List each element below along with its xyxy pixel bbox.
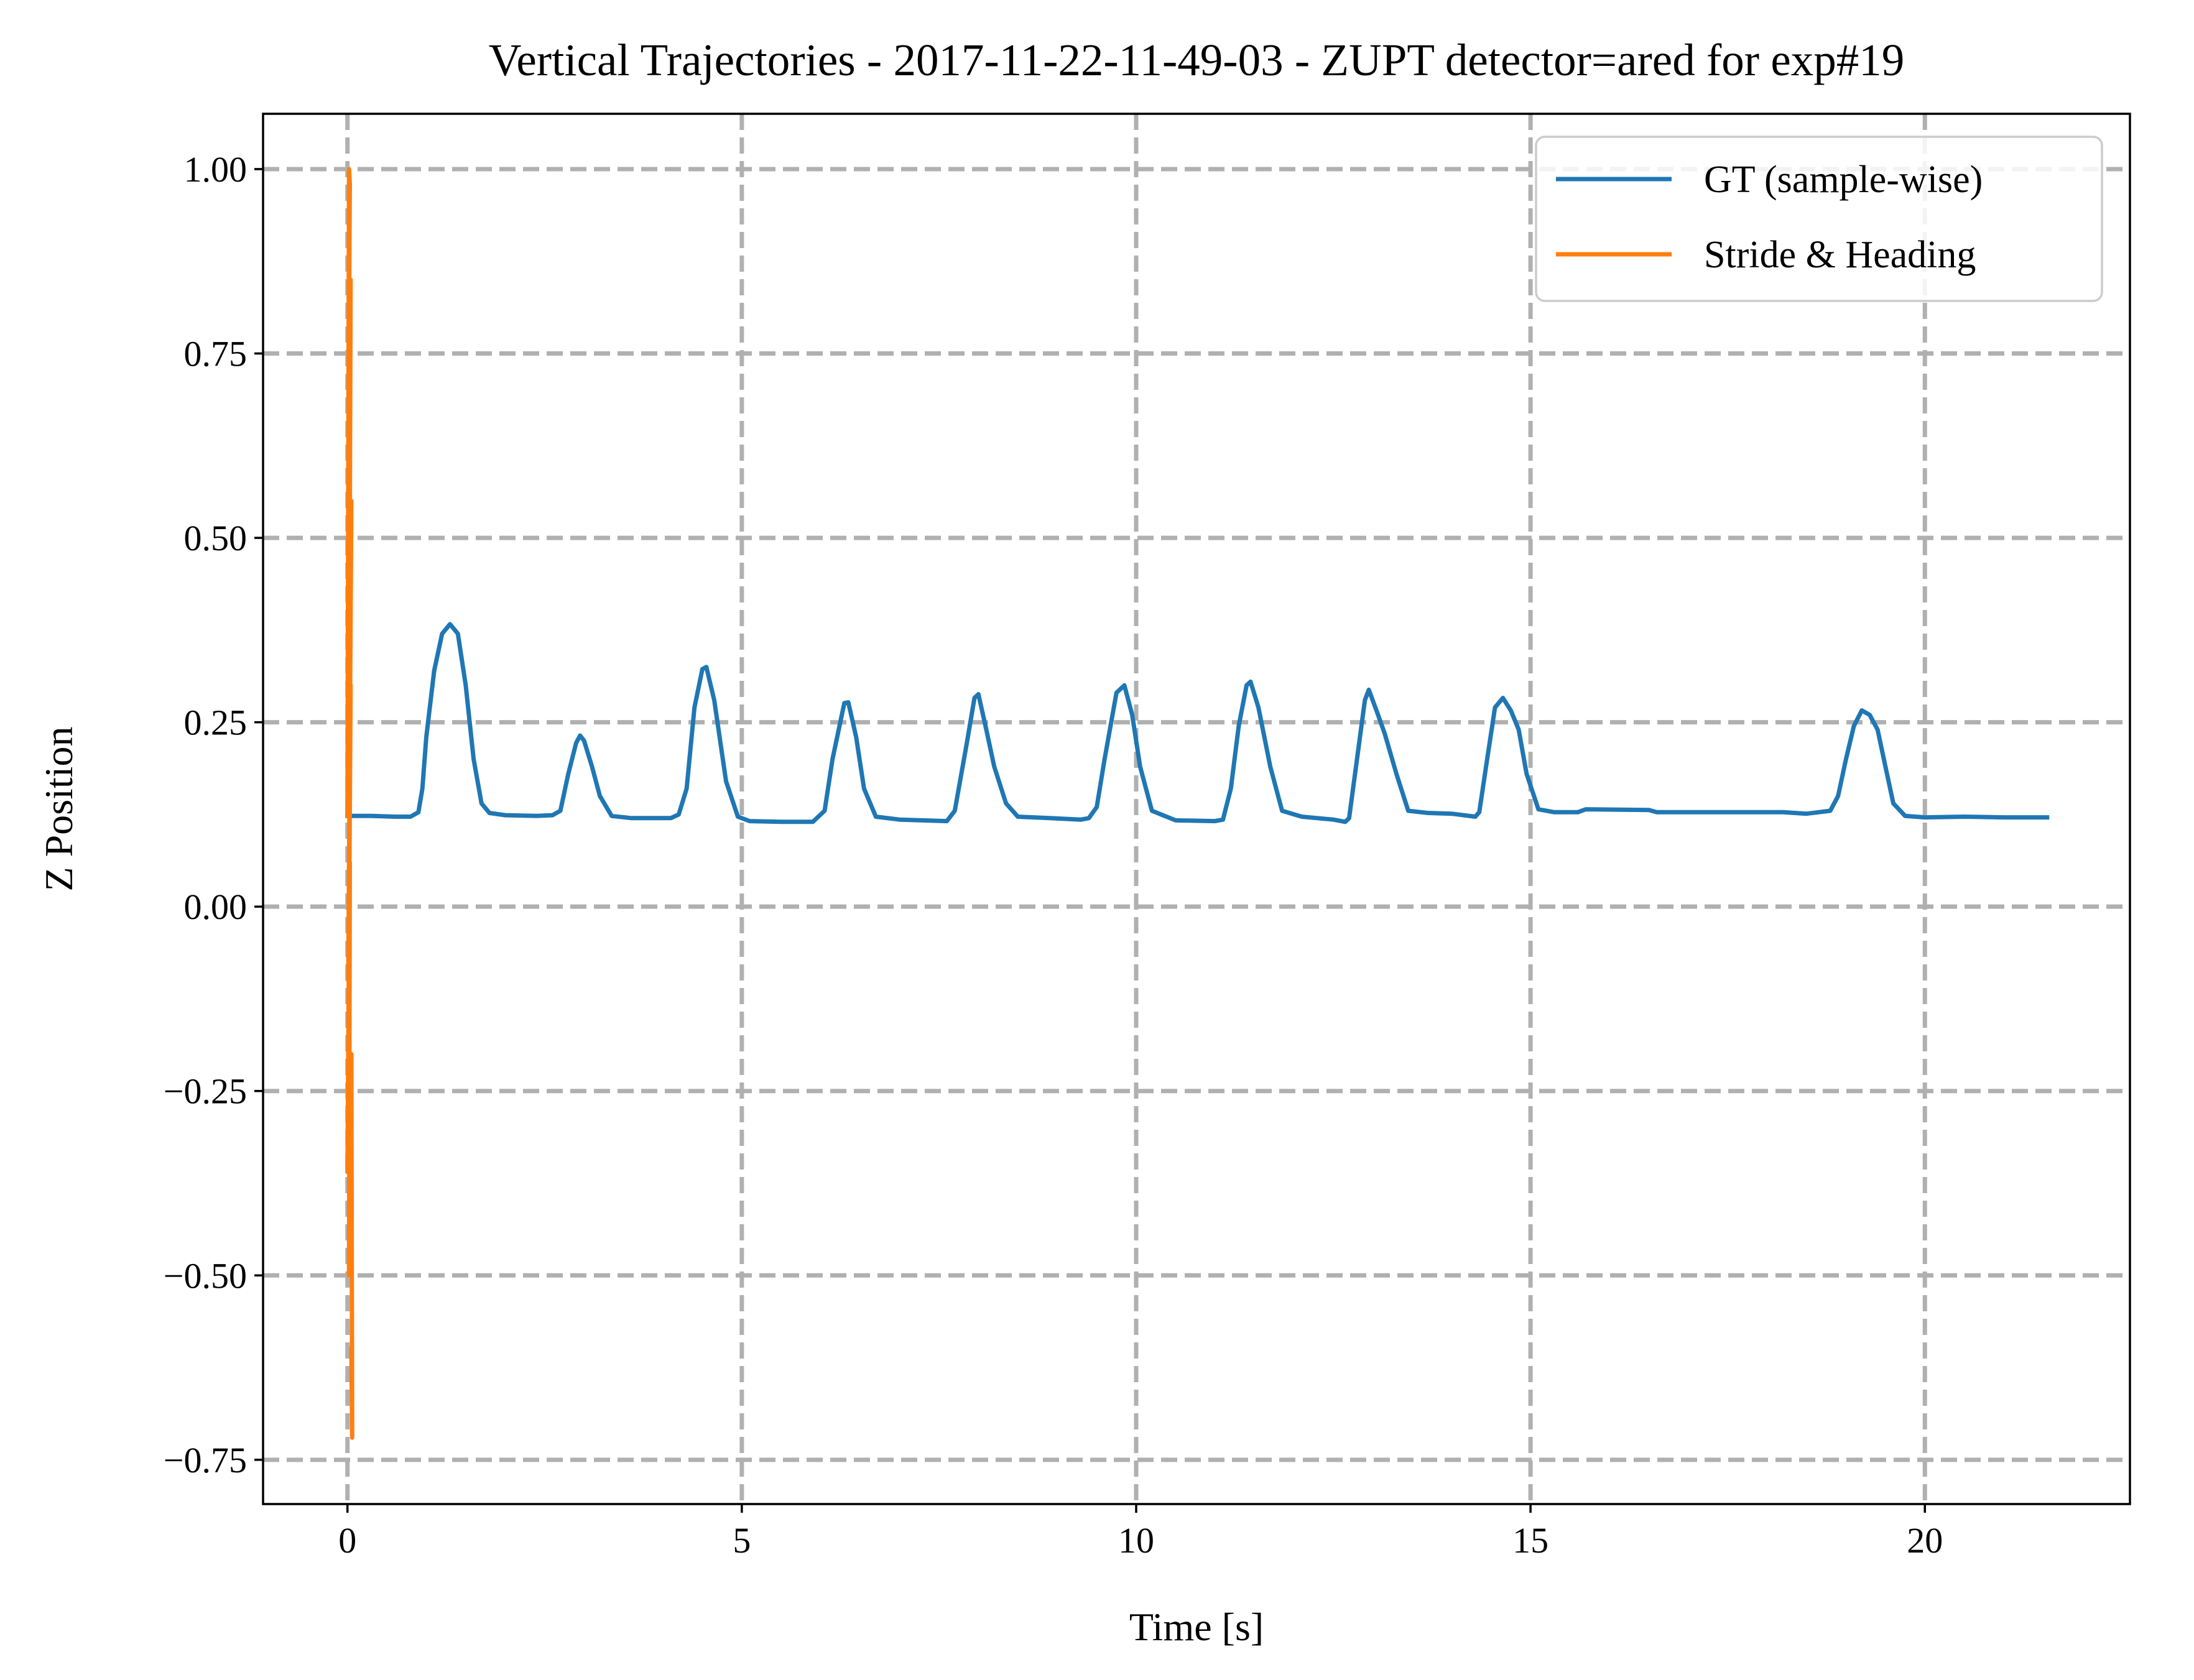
series-line-gt [345,622,2050,824]
y-tick-label: 0.50 [184,518,248,558]
x-tick-label: 0 [338,1520,356,1561]
x-tick-label: 20 [1907,1520,1943,1561]
y-tick-label: 1.00 [184,149,248,190]
y-tick-label: 0.75 [184,334,248,374]
y-tick-label: 0.00 [184,887,248,927]
y-axis-label: Z Position [37,727,81,892]
series-group [345,167,2050,1440]
series-line-stride-heading [345,167,354,1440]
legend-box [1535,136,2103,302]
grid [263,114,2130,1504]
x-tick-label: 5 [733,1520,751,1561]
x-tick-label: 15 [1512,1520,1548,1561]
legend-label-gt: GT (sample-wise) [1704,159,1983,201]
legend-label-stride-heading: Stride & Heading [1704,234,1976,276]
y-tick-label: −0.75 [164,1440,247,1480]
x-tick-label: 10 [1118,1520,1154,1561]
y-tick-label: 0.25 [184,703,248,743]
x-axis-label: Time [s] [1129,1605,1264,1649]
y-tick-label: −0.25 [164,1071,247,1112]
y-tick-label: −0.50 [164,1255,247,1296]
chart-title: Vertical Trajectories - 2017-11-22-11-49… [489,35,1904,85]
plot-frame [262,113,2131,1505]
ticks: 0 5 10 15 20 1.00 0.75 0.50 0.25 0.00 −0.25 −0.50 −0… [164,149,1943,1561]
legend: GT (sample-wise) Stride & Heading [1535,136,2103,302]
